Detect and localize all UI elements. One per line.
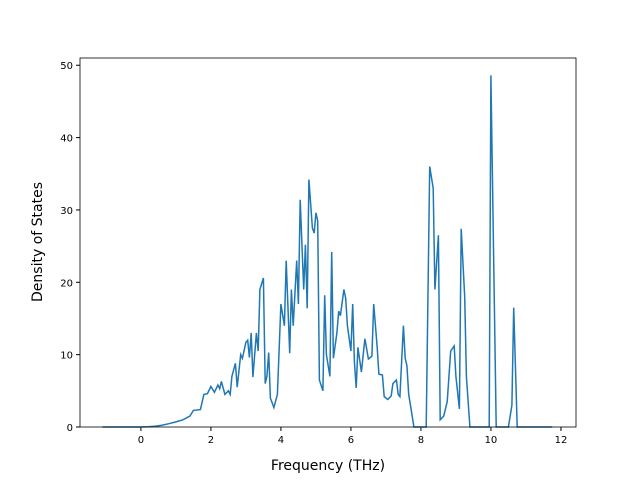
y-tick-label: 30: [60, 206, 73, 217]
x-tick-label: 10: [485, 435, 498, 446]
x-axis-label: Frequency (THz): [271, 458, 385, 474]
x-tick-label: 8: [418, 435, 424, 446]
plot-frame: [79, 57, 577, 428]
x-tick-label: 6: [348, 435, 354, 446]
line: [102, 75, 553, 428]
x-tick-label: 2: [208, 435, 214, 446]
x-tick-label: 0: [138, 435, 144, 446]
x-tick-label: 12: [555, 435, 568, 446]
y-tick-label: 10: [60, 351, 73, 362]
y-tick-label: 40: [60, 134, 73, 145]
x-tick-label: 4: [278, 435, 284, 446]
y-tick-label: 20: [60, 278, 73, 289]
y-tick-label: 50: [60, 61, 73, 72]
y-axis-label: Density of States: [30, 182, 46, 302]
y-tick-label: 0: [67, 423, 73, 434]
